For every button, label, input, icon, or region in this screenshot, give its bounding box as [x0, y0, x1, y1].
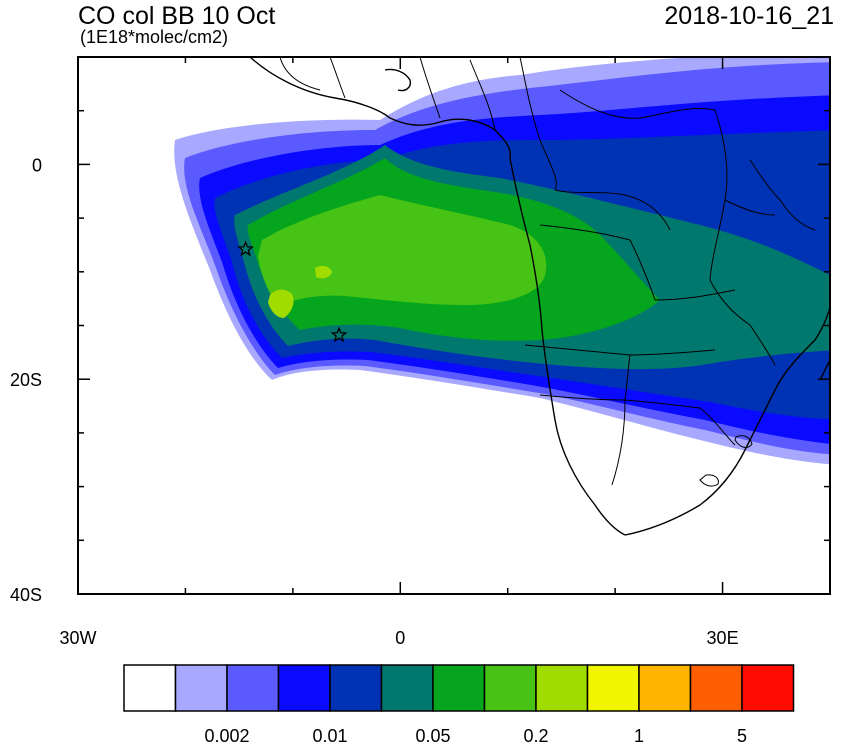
- colorbar-label: 5: [737, 726, 747, 746]
- colorbar-label: 0.01: [312, 726, 347, 746]
- colorbar-label: 0.05: [415, 726, 450, 746]
- colorbar: 0.002 0.01 0.05 0.2 1 5: [123, 664, 795, 746]
- x-tick-label: 0: [395, 628, 405, 648]
- coastlines: [249, 57, 830, 536]
- colorbar-box: [226, 664, 280, 712]
- colorbar-box: [432, 664, 486, 712]
- axis-ticks: 30W 0 30E 0 20S 40S: [10, 56, 831, 648]
- star-markers: [237, 240, 348, 343]
- y-tick-label: 0: [32, 155, 42, 175]
- map-units: (1E18*molec/cm2): [80, 27, 229, 47]
- colorbar-box: [638, 664, 692, 712]
- colorbar-box: [535, 664, 589, 712]
- x-tick-label: 30E: [707, 628, 739, 648]
- colorbar-box: [329, 664, 383, 712]
- co-plume-layers: [174, 57, 830, 465]
- y-tick-label: 40S: [10, 585, 42, 605]
- colorbar-box: [123, 664, 177, 712]
- colorbar-label: 1: [634, 726, 644, 746]
- colorbar-box: [741, 664, 795, 712]
- plume-level-0-5-small: [315, 265, 332, 279]
- y-tick-label: 20S: [10, 370, 42, 390]
- colorbar-box: [586, 664, 640, 712]
- colorbar-label: 0.2: [523, 726, 548, 746]
- plume-level-0-2: [258, 195, 547, 306]
- colorbar-box: [483, 664, 537, 712]
- star-marker-st-helena: [330, 326, 348, 343]
- colorbar-box: [380, 664, 434, 712]
- country-borders: [279, 57, 816, 487]
- colorbar-label: 0.002: [204, 726, 249, 746]
- map-title: CO col BB 10 Oct: [78, 2, 276, 30]
- colorbar-box: [689, 664, 743, 712]
- x-tick-label: 30W: [59, 628, 96, 648]
- colorbar-box: [174, 664, 228, 712]
- plume-level-0-5: [268, 289, 294, 318]
- colorbar-box: [277, 664, 331, 712]
- map-timestamp: 2018-10-16_21: [664, 2, 834, 30]
- star-marker-ascension: [237, 240, 254, 257]
